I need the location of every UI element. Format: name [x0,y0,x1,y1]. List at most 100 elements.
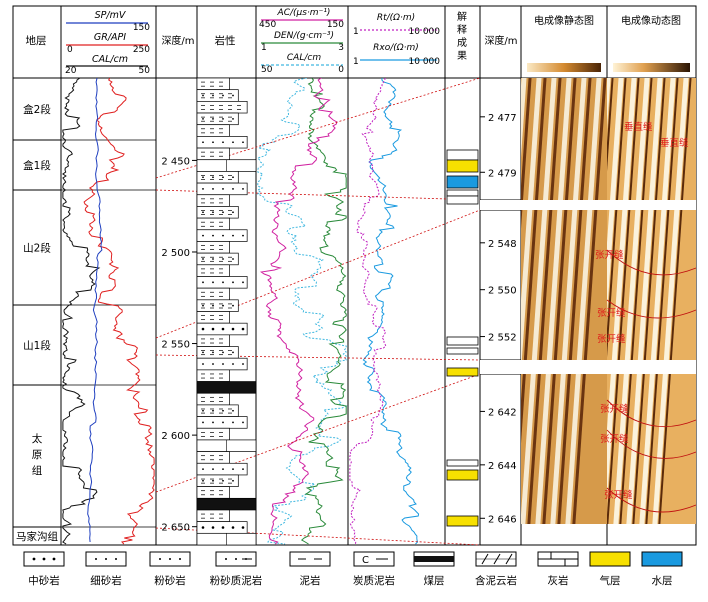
fracture-trace [606,299,697,319]
lithology-bed [196,416,248,429]
static-image-dark [540,374,556,524]
legend-dot [179,558,181,560]
lithology-bed [196,287,230,301]
lithology-bed [196,439,257,452]
lithology-bed [196,276,248,289]
dynamic-image-block [607,210,696,360]
lithology-dot [232,188,234,190]
interp-bed [446,515,479,527]
lithology-bed-rect [196,427,230,441]
header-curve1-sp-name: SP/mV [95,10,127,21]
legend-swatch [589,551,631,567]
lithology-bed [196,521,248,534]
lithology-dot [201,327,205,331]
legend-dot [159,558,161,560]
dynamic-image-gap [611,210,628,360]
legend-item: 水层 [641,551,683,587]
curves-layer [62,77,481,546]
dynamic-image-dark [617,210,631,360]
lithology-dot [222,304,224,307]
lithology-dot [222,281,224,284]
lithology-dot [222,363,224,365]
lithology-bed [196,77,230,91]
lithology-bed-rect [196,147,230,161]
header-interp-char: 解 [457,10,467,23]
fracture-label: 张开缝 [595,249,624,261]
header-curve1-cal-name: CAL/cm [92,54,128,65]
interp-bed [446,367,479,377]
header-curve1-gr-name: GR/API [94,32,126,43]
lithology-dot [212,141,214,144]
lithology-bed-rect [196,194,230,207]
lithology-bed-rect [196,276,248,289]
lithology-bed [196,451,230,464]
sp-curve [87,78,103,543]
lithology-dot [232,117,234,120]
zoom-depth-label: 2 646 [488,514,517,525]
static-image-dark [570,374,586,524]
dynamic-image-dark [607,374,619,524]
legend-coal [414,556,454,562]
header-interp-char: 果 [457,50,467,62]
lithology-dot [202,409,204,412]
lithology-bed [196,229,248,242]
dynamic-image-gap [624,210,641,360]
lithology-bed [196,322,248,336]
lithology-dot [242,141,244,144]
lithology-bed-rect [196,124,230,137]
dynamic-image-dark [630,210,644,360]
lithology-dot [241,526,245,529]
text-layer: 地层 SP/mV 150 GR/API 0 250 CAL/cm 20 50 深… [16,8,689,543]
lithology-bed [196,334,230,347]
lithology-dot [202,141,204,144]
dynamic-image-gap [675,78,689,200]
dynamic-image-gap [636,78,650,200]
track3-curves [349,78,420,545]
formation-label: 山2段 [23,242,51,255]
lithology-dot [202,94,204,97]
dynamic-image-dark [655,78,666,200]
lithology-bed [196,497,257,511]
header-curve1-gr-max: 250 [133,45,150,55]
lithology-bed-rect [196,497,257,511]
header-curve3-rxo-max: 10 000 [409,57,441,67]
static-image-gap [548,374,566,524]
legend-label: 粉砂岩 [154,574,186,587]
header-curve3-rt-name: Rt/(Ω·m) [377,13,415,23]
lithology-dot [212,188,214,190]
legend-item: 气层 [589,551,631,587]
header-curve1-sp-max: 150 [133,23,150,33]
lithology-dot [202,351,204,354]
dynamic-scale-bar [613,63,690,72]
legend-dot [115,558,117,560]
static-image-dark [555,374,571,524]
fracture-trace [606,429,697,459]
formation-label: 太原组 [32,432,43,477]
header-curve1-gr-min: 0 [67,45,73,55]
lithology-bed [196,124,230,137]
lithology-dot [212,94,214,97]
lithology-dot [212,258,214,260]
legend-label: 细砂岩 [90,574,122,587]
lithology-layer [196,77,479,546]
static-image-dark [595,78,607,200]
static-image-gap [558,78,572,200]
legend-swatch [289,551,331,567]
lithology-dot [222,479,224,482]
fracture-trace [606,399,697,428]
lithology-dot [212,234,214,237]
header-interp-char: 释 [457,23,467,36]
header-curve2-den-name: DEN/(g·cm⁻³) [274,31,334,41]
lithology-dot [202,117,204,120]
lithology-dot [202,468,204,471]
legend-label: 炭质泥岩 [353,574,395,587]
static-image-gap [521,374,536,524]
lithology-bed [196,509,230,523]
lithology-dot [222,351,224,354]
dynamic-image-dark [668,78,679,200]
header-dynamic: 电成像动态图 [621,14,681,27]
header-formation: 地层 [26,34,47,47]
interp-bed [446,469,479,481]
